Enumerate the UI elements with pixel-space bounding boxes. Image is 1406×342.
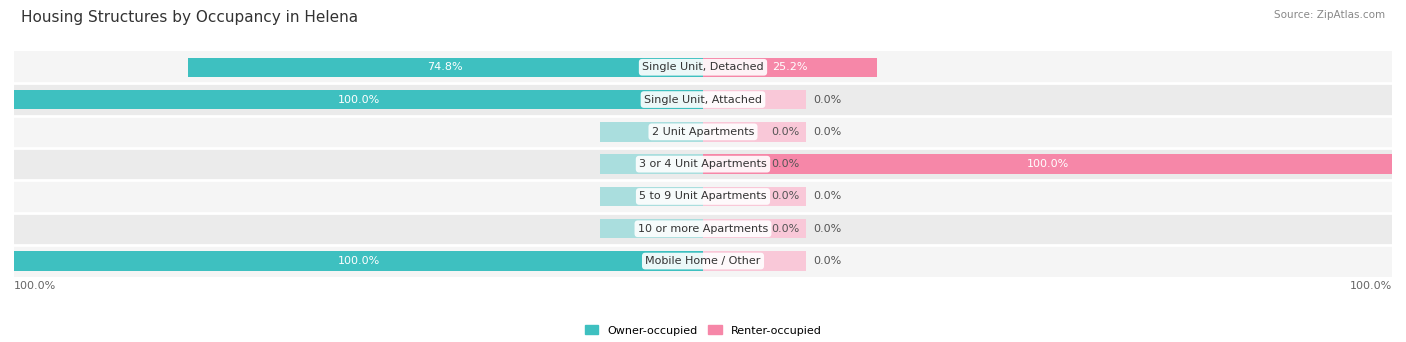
Text: Source: ZipAtlas.com: Source: ZipAtlas.com — [1274, 10, 1385, 20]
Bar — [14, 90, 703, 109]
Bar — [14, 83, 1392, 116]
Bar — [599, 219, 703, 238]
Text: 100.0%: 100.0% — [337, 94, 380, 105]
Bar — [599, 251, 703, 271]
Text: 25.2%: 25.2% — [772, 62, 807, 72]
Text: 10 or more Apartments: 10 or more Apartments — [638, 224, 768, 234]
Bar — [703, 57, 876, 77]
Text: Single Unit, Detached: Single Unit, Detached — [643, 62, 763, 72]
Bar — [703, 187, 807, 206]
Bar — [703, 219, 807, 238]
Text: Housing Structures by Occupancy in Helena: Housing Structures by Occupancy in Helen… — [21, 10, 359, 25]
Text: 0.0%: 0.0% — [772, 159, 800, 169]
Bar — [703, 251, 807, 271]
Bar — [599, 155, 703, 174]
Text: 5 to 9 Unit Apartments: 5 to 9 Unit Apartments — [640, 192, 766, 201]
Text: 100.0%: 100.0% — [14, 281, 56, 291]
Bar — [599, 90, 703, 109]
Bar — [14, 213, 1392, 245]
Text: 0.0%: 0.0% — [772, 127, 800, 137]
Text: 100.0%: 100.0% — [337, 256, 380, 266]
Bar — [14, 180, 1392, 213]
Bar — [14, 251, 703, 271]
Bar — [599, 122, 703, 142]
Text: 100.0%: 100.0% — [1350, 281, 1392, 291]
Text: 0.0%: 0.0% — [772, 224, 800, 234]
Bar — [703, 57, 807, 77]
Bar — [14, 116, 1392, 148]
Text: Mobile Home / Other: Mobile Home / Other — [645, 256, 761, 266]
Bar — [14, 51, 1392, 83]
Bar — [14, 245, 1392, 277]
Text: 0.0%: 0.0% — [772, 192, 800, 201]
Bar — [599, 187, 703, 206]
Bar — [703, 155, 1392, 174]
Text: 0.0%: 0.0% — [813, 256, 841, 266]
Bar — [14, 148, 1392, 180]
Text: 0.0%: 0.0% — [813, 192, 841, 201]
Bar — [187, 57, 703, 77]
Text: 0.0%: 0.0% — [813, 127, 841, 137]
Text: 0.0%: 0.0% — [813, 224, 841, 234]
Text: 3 or 4 Unit Apartments: 3 or 4 Unit Apartments — [640, 159, 766, 169]
Text: 2 Unit Apartments: 2 Unit Apartments — [652, 127, 754, 137]
Text: 0.0%: 0.0% — [813, 94, 841, 105]
Text: 100.0%: 100.0% — [1026, 159, 1069, 169]
Legend: Owner-occupied, Renter-occupied: Owner-occupied, Renter-occupied — [581, 321, 825, 340]
Text: 74.8%: 74.8% — [427, 62, 463, 72]
Text: Single Unit, Attached: Single Unit, Attached — [644, 94, 762, 105]
Bar — [703, 122, 807, 142]
Bar — [599, 57, 703, 77]
Bar — [703, 90, 807, 109]
Bar — [703, 155, 807, 174]
